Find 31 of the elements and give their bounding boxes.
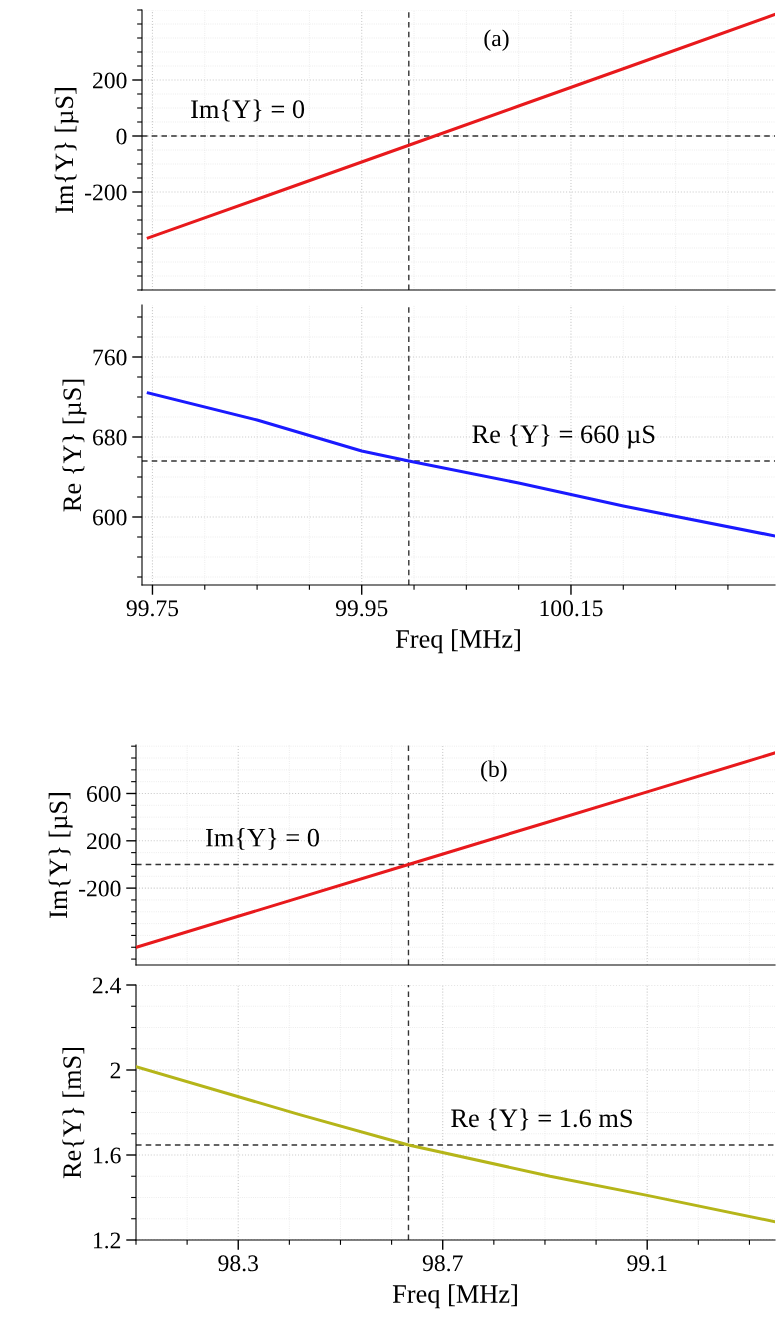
y-tick-label: 0 bbox=[116, 128, 127, 145]
y-tick-label: 600 bbox=[87, 785, 121, 802]
y-tick-label: 1.6 bbox=[93, 1147, 121, 1164]
y-tick-label: -200 bbox=[85, 184, 127, 201]
annotation: (a) bbox=[484, 29, 509, 52]
y-tick-label: 2.4 bbox=[92, 977, 122, 994]
x-tick-label: 99.95 bbox=[335, 600, 388, 617]
y-tick-label: 200 bbox=[93, 72, 127, 89]
x-axis-title: Freq [MHz] bbox=[395, 629, 520, 654]
y-tick-label: 680 bbox=[93, 429, 127, 446]
x-axis-title: Freq [MHz] bbox=[392, 1284, 517, 1309]
y-axis-title: Re {Y} [µS] bbox=[62, 379, 87, 512]
y-tick-label: 2 bbox=[110, 1062, 121, 1079]
y-tick-label: 1.2 bbox=[93, 1232, 121, 1249]
annotation: Re {Y} = 660 µS bbox=[472, 424, 655, 449]
y-tick-label: 600 bbox=[93, 509, 127, 526]
y-axis-title: Im{Y} [µS] bbox=[48, 793, 73, 918]
y-tick-label: 760 bbox=[93, 349, 127, 366]
y-axis-title: Im{Y} [µS] bbox=[54, 88, 79, 213]
x-tick-label: 99.1 bbox=[627, 1255, 667, 1272]
annotation: Im{Y} = 0 bbox=[205, 828, 319, 850]
annotation: Im{Y} = 0 bbox=[191, 99, 305, 122]
x-tick-label: 99.75 bbox=[126, 600, 179, 617]
x-tick-label: 98.7 bbox=[422, 1255, 463, 1272]
y-tick-label: -200 bbox=[79, 880, 121, 897]
annotation: (b) bbox=[481, 760, 507, 782]
annotation: Re {Y} = 1.6 mS bbox=[451, 1108, 632, 1131]
y-tick-label: 200 bbox=[87, 833, 121, 850]
y-axis-title: Re{Y} [mS] bbox=[62, 1047, 85, 1179]
x-tick-label: 98.3 bbox=[218, 1255, 258, 1272]
x-tick-label: 100.15 bbox=[540, 600, 603, 617]
